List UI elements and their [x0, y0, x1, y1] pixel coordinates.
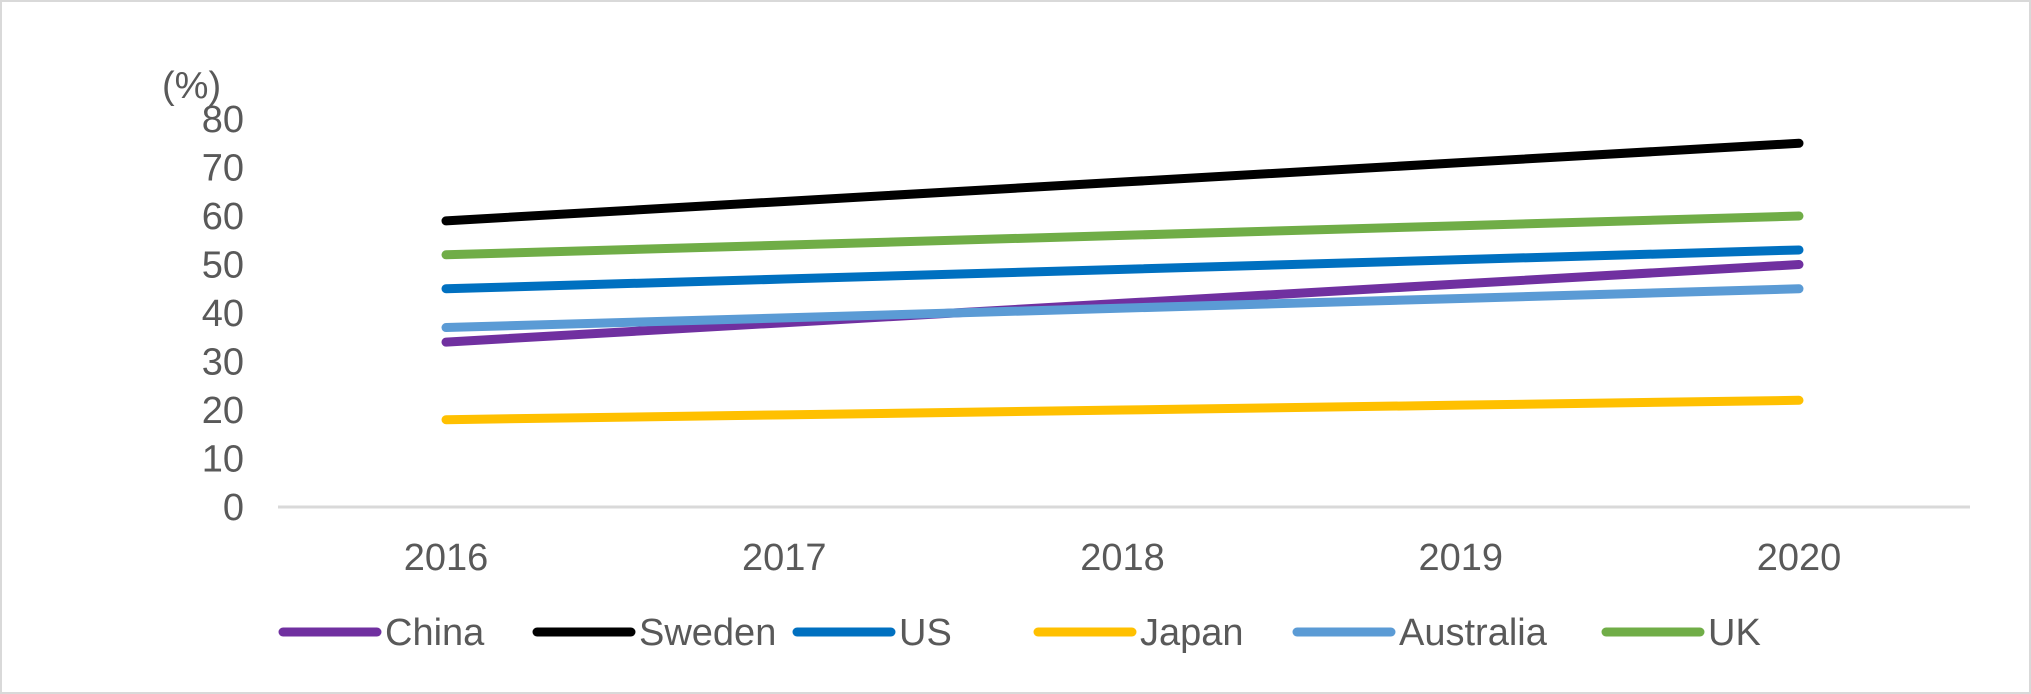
legend-item-australia: Australia	[1292, 612, 1548, 654]
y-tick-label: 20	[202, 390, 244, 432]
legend-item-china: China	[278, 612, 485, 654]
series-line-australia	[441, 284, 1804, 333]
legend-label: China	[385, 612, 485, 654]
y-tick-label: 40	[202, 293, 244, 335]
y-tick-label: 0	[223, 487, 244, 529]
x-tick-label: 2019	[1418, 537, 1503, 579]
y-axis-label: (%)	[162, 65, 221, 107]
legend-label: US	[899, 612, 952, 654]
x-tick-label: 2020	[1757, 537, 1842, 579]
y-tick-label: 70	[202, 148, 244, 190]
legend-label: Sweden	[639, 612, 776, 654]
y-tick-label: 30	[202, 342, 244, 384]
series-line-china	[441, 260, 1804, 347]
series-line-us	[441, 245, 1804, 294]
series-line-japan	[441, 395, 1804, 425]
y-tick-label: 50	[202, 245, 244, 287]
y-tick-label: 10	[202, 439, 244, 481]
legend-item-uk: UK	[1601, 612, 1761, 654]
legend-item-sweden: Sweden	[532, 612, 776, 654]
legend-item-us: US	[792, 612, 952, 654]
legend-label: UK	[1708, 612, 1761, 654]
x-tick-label: 2016	[404, 537, 489, 579]
x-tick-label: 2017	[742, 537, 827, 579]
y-tick-label: 80	[202, 99, 244, 141]
series-line-uk	[441, 211, 1804, 260]
series-line-sweden	[441, 138, 1804, 226]
x-tick-label: 2018	[1080, 537, 1165, 579]
y-tick-label: 60	[202, 196, 244, 238]
legend-item-japan: Japan	[1033, 612, 1244, 654]
legend-label: Australia	[1399, 612, 1548, 654]
legend-label: Japan	[1140, 612, 1244, 654]
